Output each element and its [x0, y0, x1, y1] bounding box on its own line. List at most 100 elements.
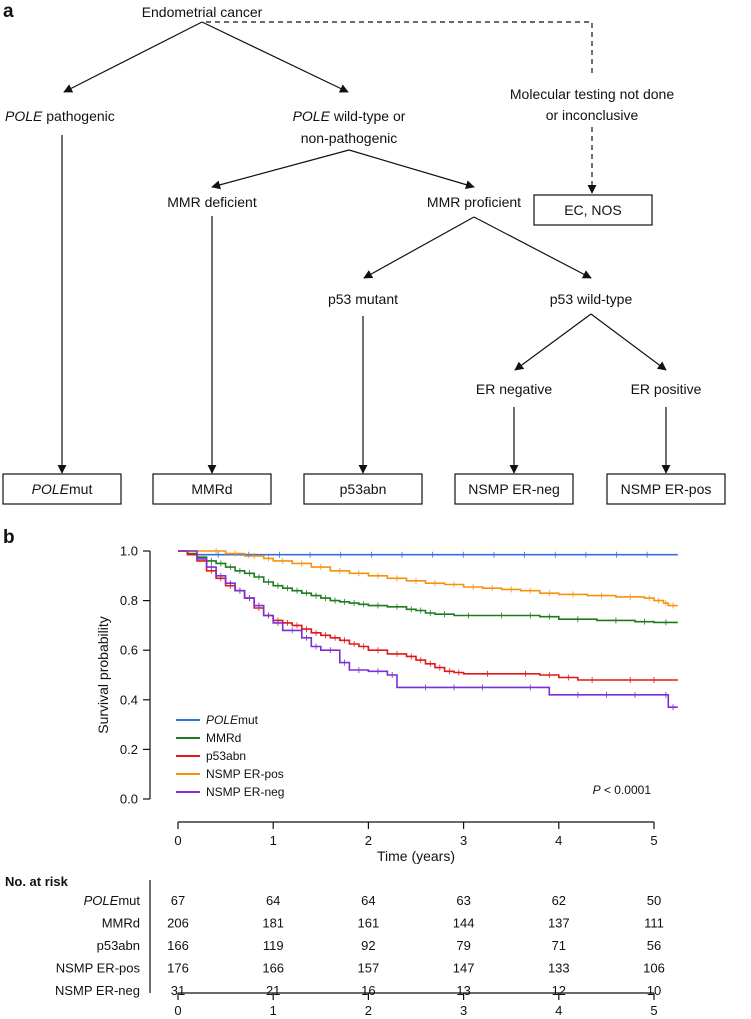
y-tick-label: 0.2 [120, 742, 138, 757]
box-p53abn-label: p53abn [340, 481, 387, 497]
at-risk-count: 166 [262, 961, 284, 976]
node-endometrial-cancer: Endometrial cancer [142, 4, 263, 20]
at-risk-count: 106 [643, 961, 665, 976]
node-pole-wildtype: POLE wild-type or [293, 108, 406, 124]
box-nsmp-er-neg [454, 473, 574, 505]
censor-marks-4 [210, 564, 674, 711]
box-ec-nos [533, 194, 653, 226]
y-tick-label: 0.8 [120, 593, 138, 608]
at-risk-tick-label: 1 [270, 1003, 277, 1018]
at-risk-count: 147 [453, 961, 475, 976]
at-risk-tick-label: 3 [460, 1003, 467, 1018]
box-polemut [2, 473, 122, 505]
at-risk-count: 10 [647, 983, 661, 998]
box-polemut-label: POLEmut [32, 481, 93, 497]
chart-axes: 0.0 0.2 0.4 0.6 0.8 1.0 0 1 2 3 4 5 Time (years) Surv… [95, 544, 658, 865]
censor-marks-3 [215, 548, 674, 609]
chart-legend: POLEmut MMRd p53abn NSMP ER-pos NSMP ER-neg [176, 713, 284, 799]
arrow-root-to-pole-wildtype [201, 21, 349, 93]
at-risk-count: 119 [263, 938, 284, 953]
at-risk-row-label: p53abn [97, 938, 140, 953]
at-risk-count: 63 [456, 893, 470, 908]
node-untested-line2: or inconclusive [546, 107, 639, 123]
arrow-root-to-pole-pathogenic [63, 21, 203, 93]
at-risk-row-label: MMRd [102, 916, 140, 931]
at-risk-title: No. at risk [5, 874, 69, 889]
box-nsmp-er-pos [606, 473, 726, 505]
arrow-mmrprof-to-p53wt [473, 216, 592, 279]
at-risk-count: 144 [453, 916, 475, 931]
arrow-p53wt-to-erpositive [590, 313, 667, 371]
at-risk-count: 79 [456, 938, 470, 953]
at-risk-count: 71 [552, 938, 566, 953]
x-tick-label: 0 [174, 833, 181, 848]
legend-label: NSMP ER-pos [206, 767, 284, 781]
box-nsmp-er-pos-label: NSMP ER-pos [621, 481, 712, 497]
legend-label: NSMP ER-neg [206, 785, 284, 799]
at-risk-count: 133 [548, 961, 570, 976]
x-tick-label: 4 [555, 833, 562, 848]
arrow-wt-to-mmr-proficient [348, 149, 475, 190]
node-er-positive: ER positive [631, 381, 702, 397]
chart-curves [178, 548, 678, 711]
at-risk-count: 157 [358, 961, 380, 976]
at-risk-count: 21 [266, 983, 280, 998]
box-nsmp-er-neg-label: NSMP ER-neg [468, 481, 560, 497]
at-risk-count: 31 [171, 983, 185, 998]
at-risk-count: 92 [361, 938, 375, 953]
x-tick-label: 1 [270, 833, 277, 848]
censor-marks-1 [210, 557, 667, 626]
censor-marks-2 [210, 567, 655, 683]
node-mmr-deficient: MMR deficient [167, 194, 257, 210]
node-p53-wildtype: p53 wild-type [550, 291, 633, 307]
at-risk-count: 206 [167, 916, 189, 931]
at-risk-count: 111 [644, 916, 664, 931]
at-risk-count: 166 [167, 938, 189, 953]
series-line-p53abn [178, 550, 678, 681]
legend-label: MMRd [206, 731, 241, 745]
legend-label: p53abn [206, 749, 246, 763]
at-risk-tick-label: 0 [174, 1003, 181, 1018]
box-ec-nos-label: EC, NOS [564, 202, 622, 218]
panel-a-decision-tree: a Endometrial cancer POLE pathogenic POL… [2, 1, 726, 505]
at-risk-row-label: POLEmut [84, 893, 141, 908]
at-risk-count: 181 [262, 916, 284, 931]
at-risk-tick-label: 2 [365, 1003, 372, 1018]
at-risk-count: 16 [361, 983, 375, 998]
y-axis-title: Survival probability [95, 616, 111, 734]
node-er-negative: ER negative [476, 381, 552, 397]
y-tick-label: 0.0 [120, 792, 138, 807]
box-mmrd [152, 473, 272, 505]
at-risk-count: 161 [358, 916, 380, 931]
dashed-arrow-root-to-untested [206, 21, 593, 74]
at-risk-count: 64 [361, 893, 375, 908]
node-p53-mutant: p53 mutant [328, 291, 398, 307]
at-risk-tick-label: 5 [650, 1003, 657, 1018]
panel-a-letter: a [3, 1, 14, 22]
series-line-nsmp-er-pos [178, 550, 678, 607]
y-tick-label: 1.0 [120, 544, 138, 559]
at-risk-count: 62 [552, 893, 566, 908]
at-risk-row-label: NSMP ER-pos [56, 961, 141, 976]
at-risk-count: 67 [171, 893, 185, 908]
at-risk-count: 176 [167, 961, 189, 976]
arrow-mmrprof-to-p53mut [363, 216, 475, 279]
arrow-wt-to-mmr-deficient [211, 149, 350, 190]
censor-marks-0 [217, 551, 648, 558]
y-tick-label: 0.6 [120, 643, 138, 658]
at-risk-count: 137 [548, 916, 570, 931]
at-risk-tick-label: 4 [555, 1003, 562, 1018]
node-pole-wildtype-line2: non-pathogenic [301, 130, 398, 146]
x-axis-title: Time (years) [377, 848, 455, 864]
node-pole-pathogenic: POLE pathogenic [5, 108, 115, 124]
at-risk-count: 50 [647, 893, 661, 908]
series-line-mmrd [178, 550, 678, 624]
at-risk-count: 12 [552, 983, 566, 998]
legend-label: POLEmut [206, 713, 259, 727]
panel-b-letter: b [3, 527, 15, 548]
box-mmrd-label: MMRd [191, 481, 232, 497]
at-risk-count: 64 [266, 893, 280, 908]
